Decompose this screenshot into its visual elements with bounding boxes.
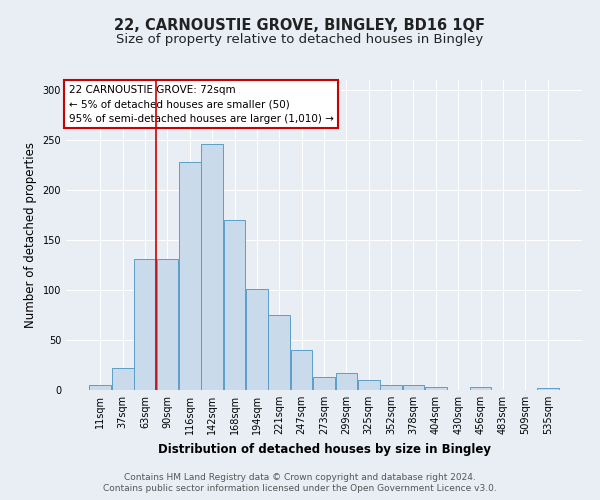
Bar: [403, 385, 424, 390]
Text: 22 CARNOUSTIE GROVE: 72sqm
← 5% of detached houses are smaller (50)
95% of semi-: 22 CARNOUSTIE GROVE: 72sqm ← 5% of detac…: [68, 84, 334, 124]
Bar: [358, 380, 380, 390]
Text: Size of property relative to detached houses in Bingley: Size of property relative to detached ho…: [116, 32, 484, 46]
Bar: [157, 259, 178, 390]
Text: Contains public sector information licensed under the Open Government Licence v3: Contains public sector information licen…: [103, 484, 497, 493]
Bar: [268, 315, 290, 390]
Bar: [179, 162, 200, 390]
Bar: [89, 385, 111, 390]
Bar: [246, 289, 268, 390]
X-axis label: Distribution of detached houses by size in Bingley: Distribution of detached houses by size …: [157, 442, 491, 456]
Bar: [380, 385, 402, 390]
Bar: [202, 144, 223, 390]
Y-axis label: Number of detached properties: Number of detached properties: [24, 142, 37, 328]
Bar: [112, 368, 134, 390]
Bar: [224, 220, 245, 390]
Bar: [425, 387, 446, 390]
Bar: [313, 377, 335, 390]
Bar: [470, 387, 491, 390]
Bar: [335, 373, 357, 390]
Bar: [291, 350, 313, 390]
Text: 22, CARNOUSTIE GROVE, BINGLEY, BD16 1QF: 22, CARNOUSTIE GROVE, BINGLEY, BD16 1QF: [115, 18, 485, 32]
Text: Contains HM Land Registry data © Crown copyright and database right 2024.: Contains HM Land Registry data © Crown c…: [124, 472, 476, 482]
Bar: [537, 388, 559, 390]
Bar: [134, 259, 156, 390]
